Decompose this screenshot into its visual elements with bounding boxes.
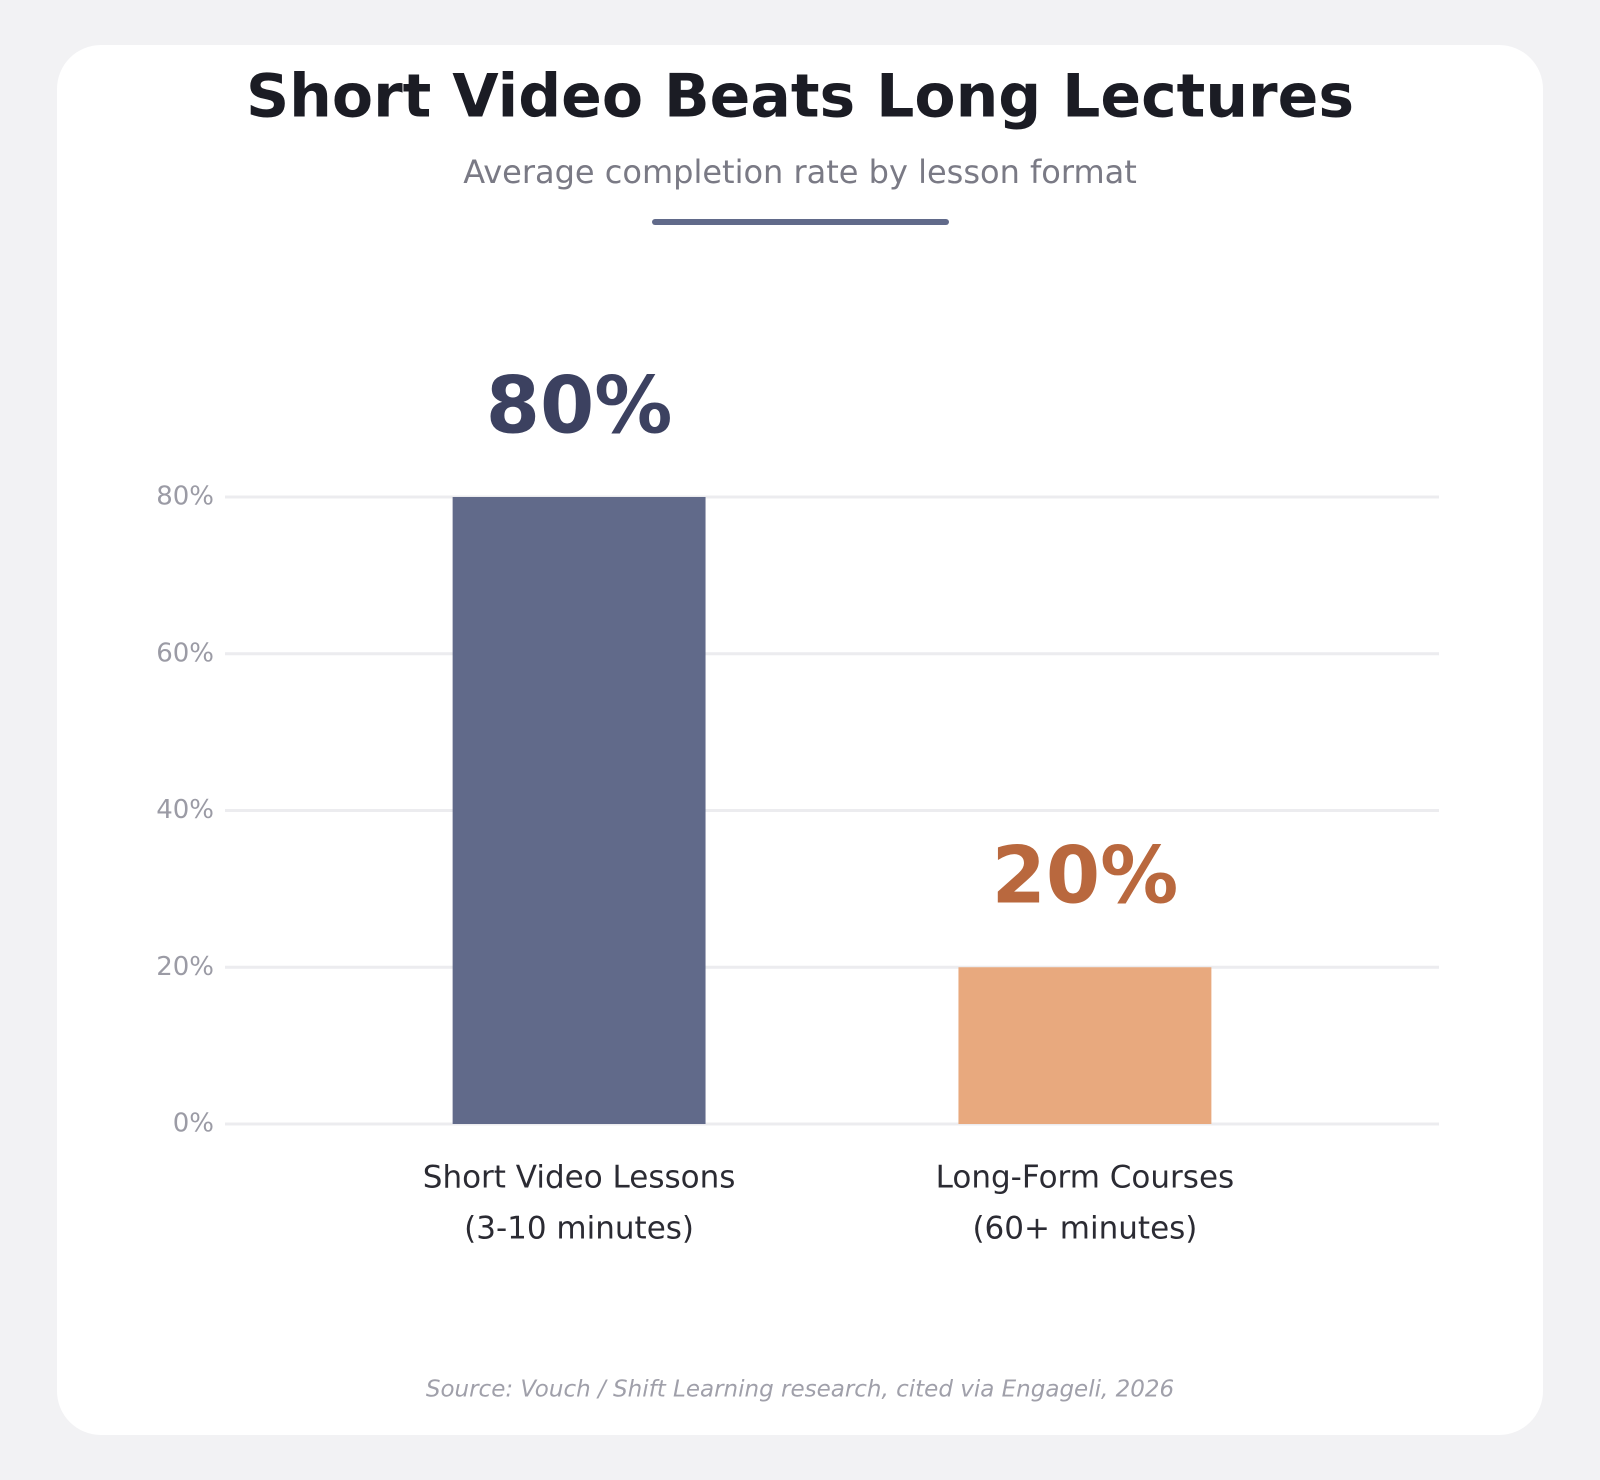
y-tick-label: 60%	[156, 638, 214, 668]
x-tick-label: Short Video Lessons	[423, 1160, 736, 1196]
bar	[452, 497, 706, 1124]
x-tick-label: (60+ minutes)	[972, 1211, 1197, 1247]
y-tick-label: 20%	[156, 952, 214, 982]
card	[57, 45, 1543, 1435]
source-note: Source: Vouch / Shift Learning research,…	[426, 1377, 1174, 1403]
chart-title: Short Video Beats Long Lectures	[246, 62, 1354, 132]
y-tick-label: 40%	[156, 795, 214, 825]
x-tick-label: (3-10 minutes)	[464, 1211, 694, 1247]
y-tick-label: 80%	[156, 482, 214, 512]
value-label: 20%	[992, 832, 1179, 922]
x-tick-label: Long-Form Courses	[936, 1160, 1235, 1196]
value-label: 80%	[486, 361, 673, 451]
y-tick-label: 0%	[173, 1109, 214, 1139]
bar	[958, 967, 1212, 1124]
chart-subtitle: Average completion rate by lesson format	[463, 153, 1137, 191]
